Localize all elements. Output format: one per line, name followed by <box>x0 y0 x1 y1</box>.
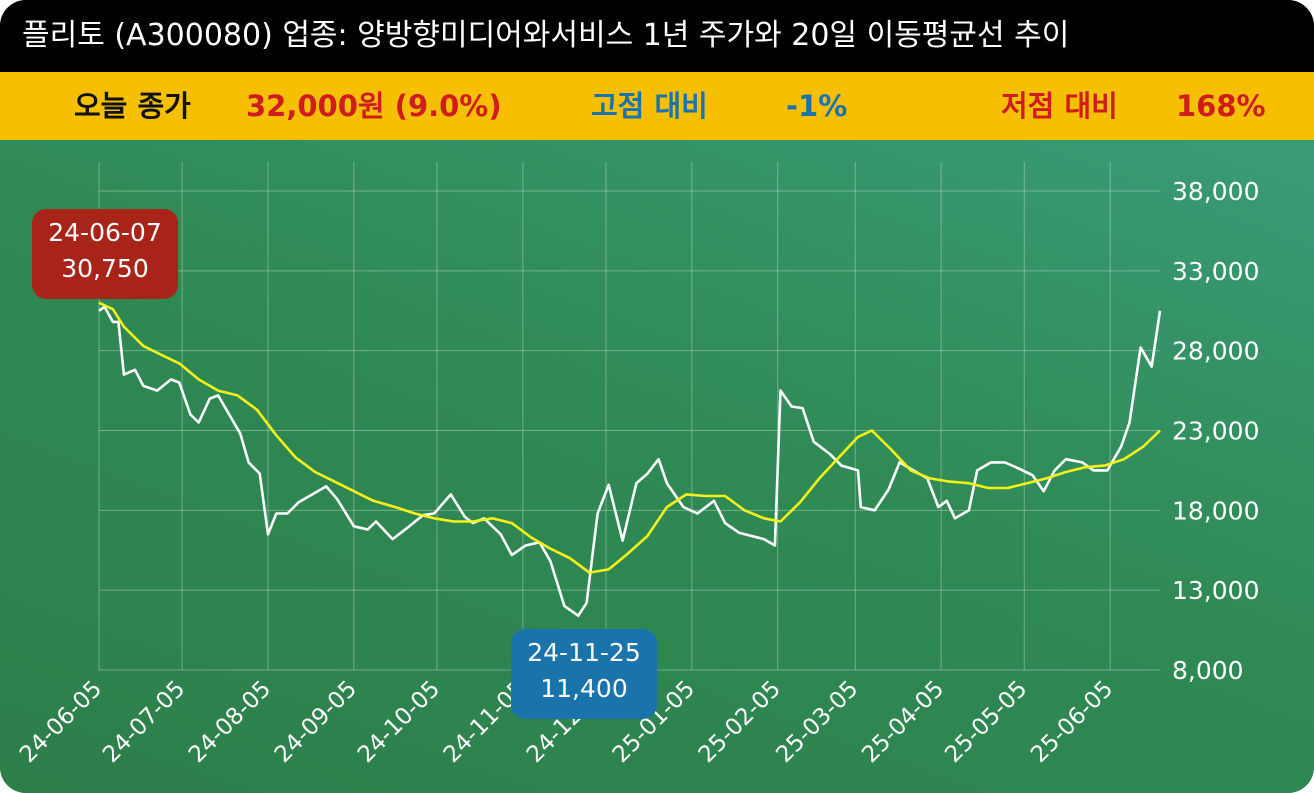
y-tick-label: 23,000 <box>1172 417 1259 446</box>
y-tick-label: 28,000 <box>1172 337 1259 366</box>
high-compare-value: -1% <box>786 89 848 123</box>
chart-title: 플리토 (A300080) 업종: 양방향미디어와서비스 1년 주가와 20일 … <box>0 0 1314 72</box>
close-value: 32,000원 (9.0%) <box>246 89 502 123</box>
low-compare-value: 168% <box>1176 89 1266 123</box>
low-compare-label: 저점 대비 <box>1001 89 1118 123</box>
high-compare-label: 고점 대비 <box>591 89 708 123</box>
x-tick-label: 24-08-05 <box>184 676 276 768</box>
x-tick-label: 25-03-05 <box>771 676 863 768</box>
y-axis-ticks: 8,000 13,000 18,000 23,000 28,000 33,000 38,00… <box>1172 177 1259 685</box>
x-tick-label: 24-07-05 <box>98 676 190 768</box>
x-tick-label: 25-04-05 <box>857 676 949 768</box>
grid-lines <box>98 162 1160 671</box>
summary-bar: 오늘 종가 32,000원 (9.0%) 고점 대비 -1% 저점 대비 168… <box>0 72 1314 140</box>
high-callout-date: 24-06-07 <box>48 218 162 247</box>
low-callout: 24-11-25 11,400 <box>511 629 657 719</box>
x-tick-label: 24-09-05 <box>270 676 362 768</box>
x-tick-label: 25-02-05 <box>694 676 786 768</box>
high-callout: 24-06-07 30,750 <box>32 209 178 299</box>
y-tick-label: 18,000 <box>1172 496 1259 525</box>
close-label: 오늘 종가 <box>74 89 191 123</box>
x-tick-label: 25-06-05 <box>1026 676 1118 768</box>
high-callout-value: 30,750 <box>61 254 149 283</box>
x-tick-label: 24-06-05 <box>15 676 107 768</box>
series-line-price <box>98 305 1162 618</box>
y-tick-label: 13,000 <box>1172 576 1259 605</box>
price-chart: 8,000 13,000 18,000 23,000 28,000 33,000 38,00… <box>15 162 1259 768</box>
series-line-ma20 <box>98 301 1161 574</box>
low-callout-date: 24-11-25 <box>527 638 641 667</box>
x-tick-label: 24-10-05 <box>353 676 445 768</box>
y-tick-label: 38,000 <box>1172 177 1259 206</box>
low-callout-value: 11,400 <box>540 674 628 703</box>
x-tick-label: 25-05-05 <box>940 676 1032 768</box>
y-tick-label: 33,000 <box>1172 257 1259 286</box>
y-tick-label: 8,000 <box>1172 656 1244 685</box>
series-lines <box>98 301 1162 618</box>
